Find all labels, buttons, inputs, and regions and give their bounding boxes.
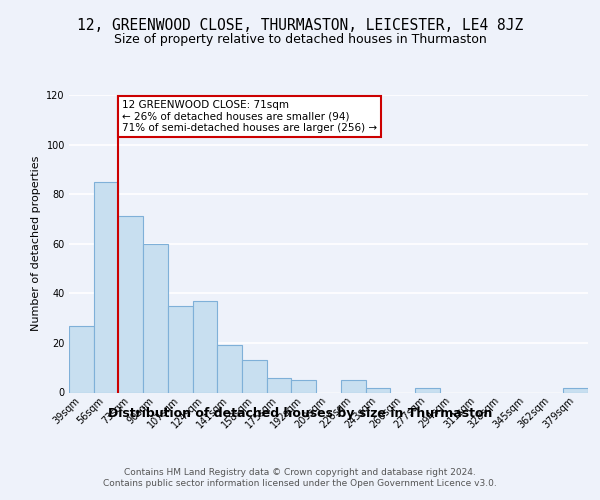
Text: 12, GREENWOOD CLOSE, THURMASTON, LEICESTER, LE4 8JZ: 12, GREENWOOD CLOSE, THURMASTON, LEICEST… (77, 18, 523, 32)
Bar (292, 380, 316, 392)
Bar (143, 244, 168, 392)
Bar (94, 182, 118, 392)
Bar (217, 346, 242, 393)
Bar (267, 378, 292, 392)
Text: Contains HM Land Registry data © Crown copyright and database right 2024.
Contai: Contains HM Land Registry data © Crown c… (103, 468, 497, 487)
Bar (168, 306, 193, 392)
Bar (69, 326, 94, 392)
Bar (563, 388, 588, 392)
Bar (118, 216, 143, 392)
Bar (193, 301, 217, 392)
Bar (415, 388, 440, 392)
Bar (341, 380, 365, 392)
Text: 12 GREENWOOD CLOSE: 71sqm
← 26% of detached houses are smaller (94)
71% of semi-: 12 GREENWOOD CLOSE: 71sqm ← 26% of detac… (122, 100, 377, 133)
Bar (365, 388, 390, 392)
Y-axis label: Number of detached properties: Number of detached properties (31, 156, 41, 332)
Text: Distribution of detached houses by size in Thurmaston: Distribution of detached houses by size … (108, 408, 492, 420)
Bar (242, 360, 267, 392)
Text: Size of property relative to detached houses in Thurmaston: Size of property relative to detached ho… (113, 32, 487, 46)
